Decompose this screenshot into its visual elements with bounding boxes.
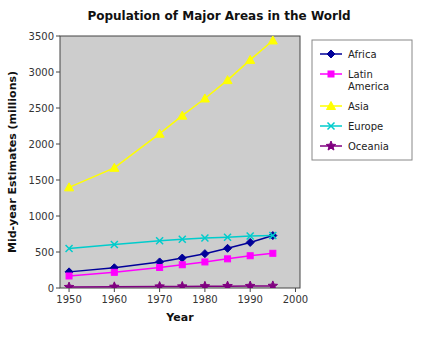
point	[246, 55, 255, 63]
point	[111, 269, 117, 275]
point	[178, 111, 187, 119]
series-line	[69, 253, 273, 276]
x-tick-label: 1980	[192, 294, 217, 305]
legend-label-line: Europe	[348, 121, 383, 132]
point	[201, 235, 208, 242]
point	[110, 282, 120, 288]
point	[110, 163, 119, 171]
y-tick	[56, 72, 60, 73]
series-line	[69, 286, 273, 287]
series	[64, 281, 277, 288]
plot-frame	[60, 36, 300, 288]
x-tick-label: 1960	[102, 294, 127, 305]
legend-label-line: Latin	[348, 69, 373, 80]
legend-label: Europe	[348, 121, 383, 132]
y-tick	[56, 252, 60, 253]
legend-label-line: America	[348, 81, 389, 92]
point	[155, 282, 165, 288]
series	[66, 250, 276, 279]
axes: 1950 1960 1970 1980 1990 2000 0 500 1000 1500 2000…	[29, 31, 309, 306]
y-tick-label: 3000	[29, 67, 54, 78]
x-tick	[69, 288, 70, 292]
point	[268, 36, 277, 44]
data	[64, 36, 277, 288]
y-tick-label: 3500	[29, 31, 54, 42]
x-tick	[159, 288, 160, 292]
point	[245, 281, 255, 288]
point	[270, 250, 276, 256]
x-axis-label: Year	[165, 311, 194, 324]
legend-label-line: Asia	[348, 101, 369, 112]
point	[179, 262, 185, 268]
point	[201, 250, 209, 258]
point	[202, 259, 208, 265]
point	[225, 256, 231, 262]
legend-marker	[328, 123, 335, 130]
legend-label-line: Africa	[348, 49, 377, 60]
y-tick-label: 1500	[29, 175, 54, 186]
point	[269, 232, 276, 239]
x-tick	[114, 288, 115, 292]
y-tick	[56, 288, 60, 289]
y-tick-label: 0	[48, 283, 54, 294]
point	[66, 245, 73, 252]
point	[223, 76, 232, 84]
legend-marker	[327, 50, 335, 58]
legend-label: Asia	[348, 101, 369, 112]
y-tick-label: 500	[35, 247, 54, 258]
legend-marker	[328, 71, 334, 77]
y-tick	[56, 216, 60, 217]
point	[179, 236, 186, 243]
legend-label: Africa	[348, 49, 377, 60]
x-tick-label: 1950	[56, 294, 81, 305]
y-tick	[56, 108, 60, 109]
series	[65, 36, 278, 191]
series	[66, 232, 277, 252]
legend-label: Oceania	[348, 141, 389, 152]
y-tick-label: 2000	[29, 139, 54, 150]
legend-label-line: Oceania	[348, 141, 389, 152]
point	[64, 282, 74, 288]
point	[247, 233, 254, 240]
y-tick-label: 1000	[29, 211, 54, 222]
x-tick-label: 1970	[147, 294, 172, 305]
x-tick-label: 2000	[283, 294, 308, 305]
point	[156, 237, 163, 244]
title: Population of Major Areas in the World	[87, 9, 350, 23]
point	[65, 183, 74, 191]
series-line	[69, 236, 273, 249]
point	[178, 254, 186, 262]
point	[157, 264, 163, 270]
legend-marker	[326, 141, 336, 150]
point	[200, 281, 210, 288]
point	[66, 273, 72, 279]
chart: 1950 1960 1970 1980 1990 2000 0 500 1000 1500 2000…	[0, 0, 438, 340]
series	[65, 232, 277, 276]
x-tick-label: 1990	[237, 294, 262, 305]
y-tick	[56, 36, 60, 37]
point	[224, 244, 232, 252]
y-tick-label: 2500	[29, 103, 54, 114]
x-tick	[250, 288, 251, 292]
plot-area	[60, 36, 300, 288]
point	[178, 281, 188, 288]
legend-box	[312, 40, 412, 160]
point	[155, 129, 164, 137]
point	[223, 281, 233, 288]
legend-marker	[327, 102, 336, 110]
legend-label: LatinAmerica	[348, 69, 389, 92]
x-tick	[204, 288, 205, 292]
series-line	[69, 40, 273, 187]
legend: Africa LatinAmerica Asia Europe Oceania	[312, 40, 412, 160]
y-axis-label: Mid-year Estimates (millions)	[6, 71, 19, 253]
point	[200, 94, 209, 102]
y-tick	[56, 180, 60, 181]
point	[111, 241, 118, 248]
y-tick	[56, 144, 60, 145]
point	[247, 253, 253, 259]
point	[268, 281, 278, 288]
point	[224, 234, 231, 241]
x-tick	[295, 288, 296, 292]
